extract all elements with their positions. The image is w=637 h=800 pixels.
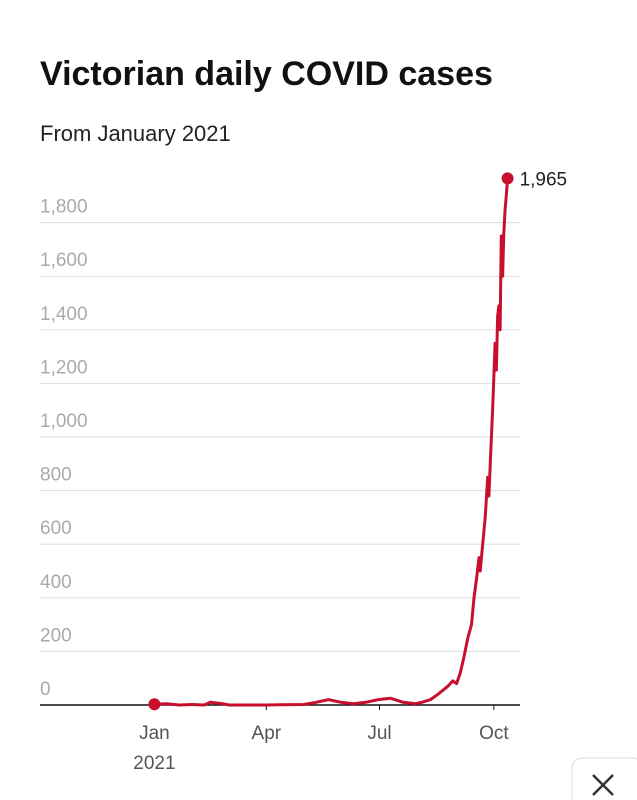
y-tick-label: 0: [40, 679, 51, 700]
x-tick-label: Apr: [252, 723, 282, 744]
chart-title: Victorian daily COVID cases: [40, 55, 493, 93]
close-button[interactable]: [571, 757, 637, 800]
y-tick-label: 1,400: [40, 304, 88, 325]
x-tick-sublabel: 2021: [133, 753, 175, 774]
y-tick-label: 600: [40, 518, 72, 539]
y-tick-label: 1,200: [40, 357, 88, 378]
close-icon[interactable]: [592, 774, 614, 796]
y-tick-label: 800: [40, 465, 72, 486]
close-box[interactable]: [571, 757, 637, 800]
x-tick-label: Jan: [139, 723, 170, 744]
x-tick-label: Oct: [479, 723, 509, 744]
end-dot: [501, 172, 514, 185]
x-tick-label: Jul: [367, 723, 391, 744]
end-dot: [148, 698, 161, 711]
y-tick-label: 200: [40, 625, 72, 646]
y-tick-label: 1,600: [40, 250, 88, 271]
value-label: 1,965: [520, 169, 568, 190]
y-tick-label: 400: [40, 572, 72, 593]
line: [154, 178, 510, 707]
chart-subtitle: From January 2021: [40, 121, 231, 146]
y-tick-label: 1,800: [40, 197, 88, 218]
y-tick-label: 1,000: [40, 411, 88, 432]
